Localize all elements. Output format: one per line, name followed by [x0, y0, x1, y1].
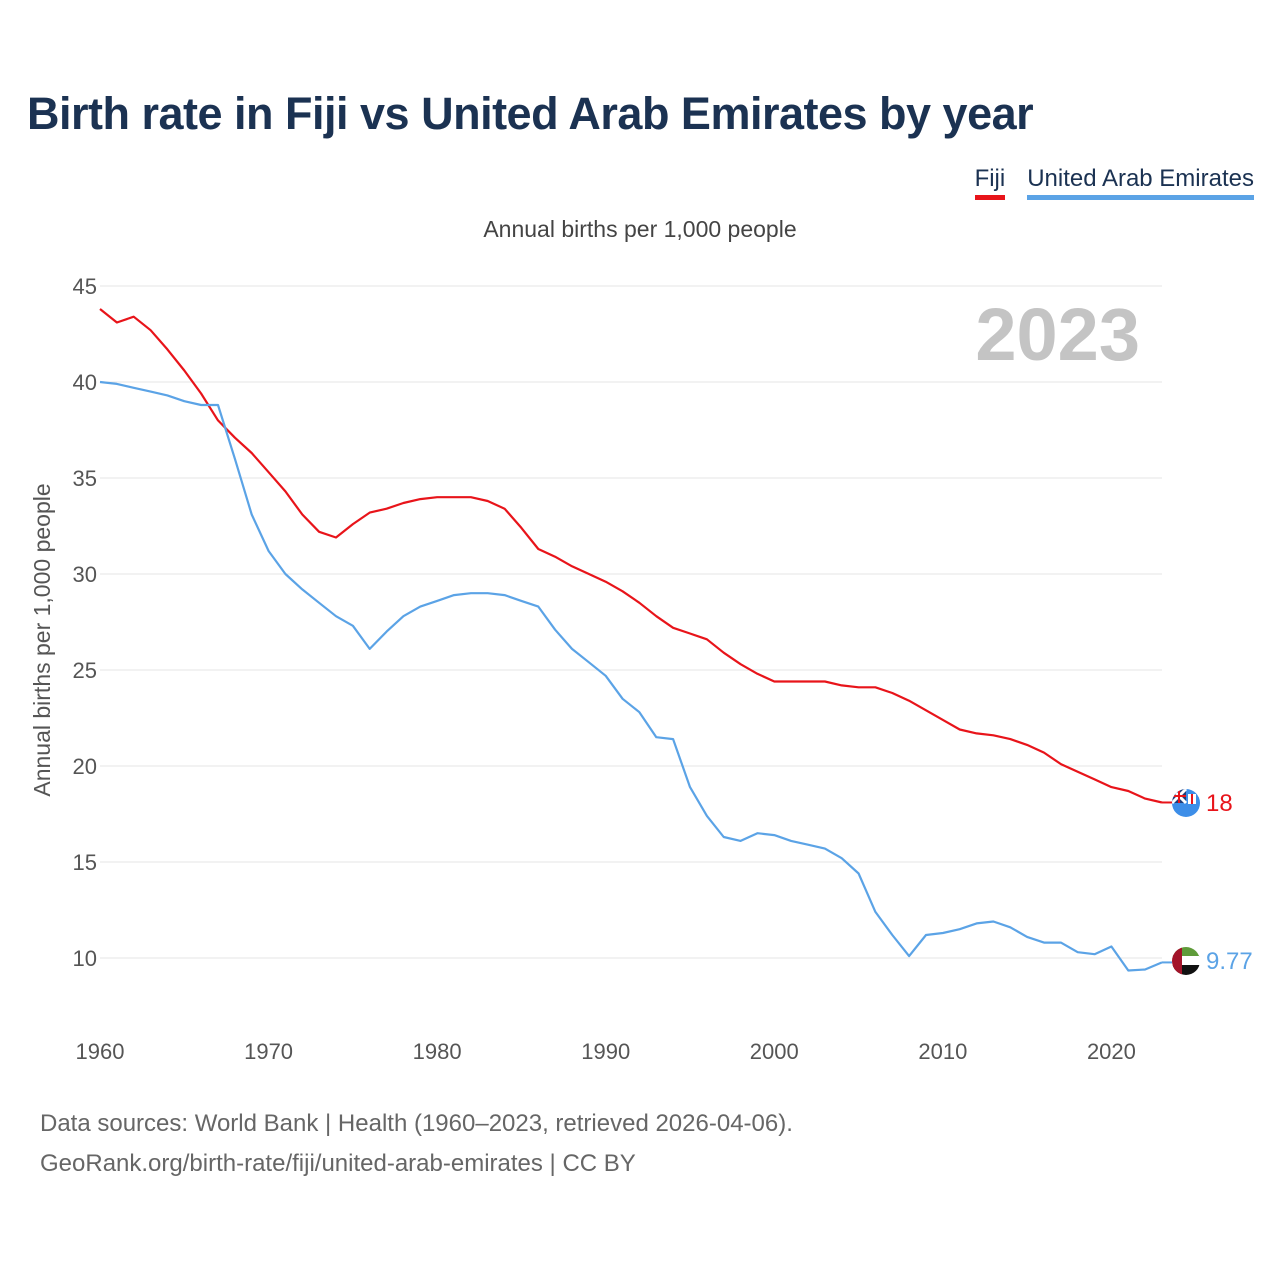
year-watermark: 2023 [975, 293, 1140, 376]
grid-lines [100, 285, 1162, 959]
legend: Fiji United Arab Emirates [974, 165, 1254, 200]
x-axis-ticks: 1960 1970 1980 1990 2000 2010 2020 [76, 1039, 1136, 1064]
y-tick-label-35: 35 [73, 466, 97, 491]
y-tick-label-25: 25 [73, 658, 97, 683]
uae-flag-icon [1172, 947, 1200, 975]
y-tick-label-10: 10 [73, 946, 97, 971]
y-tick-label-45: 45 [73, 274, 97, 299]
x-tick-label-1960: 1960 [76, 1039, 125, 1064]
x-tick-label-1980: 1980 [413, 1039, 462, 1064]
uae-end-value: 9.77 [1206, 948, 1253, 975]
series-lines [99, 308, 1172, 972]
footer: Data sources: World Bank | Health (1960–… [40, 1104, 793, 1184]
y-axis-label: Annual births per 1,000 people [29, 483, 55, 796]
series-line-fiji[interactable] [99, 308, 1163, 804]
y-tick-label-15: 15 [73, 850, 97, 875]
fiji-flag-icon [1172, 789, 1200, 817]
y-tick-label-30: 30 [73, 562, 97, 587]
fiji-end-value: 18 [1206, 790, 1233, 817]
source-url[interactable]: GeoRank.org/birth-rate/fiji/united-arab-… [40, 1150, 636, 1177]
x-tick-label-1990: 1990 [581, 1039, 630, 1064]
y-tick-label-40: 40 [73, 370, 97, 395]
x-tick-label-2010: 2010 [918, 1039, 967, 1064]
series-line-uae[interactable] [99, 380, 1163, 972]
legend-item-fiji[interactable]: Fiji [974, 165, 1006, 200]
x-tick-label-2000: 2000 [750, 1039, 799, 1064]
y-axis-ticks: 10 15 20 25 30 35 40 45 [73, 274, 97, 971]
data-source-note: Data sources: World Bank | Health (1960–… [40, 1110, 793, 1137]
legend-item-uae[interactable]: United Arab Emirates [1027, 165, 1254, 200]
chart-subtitle: Annual births per 1,000 people [483, 216, 797, 242]
chart-title: Birth rate in Fiji vs United Arab Emirat… [27, 88, 1034, 139]
x-tick-label-2020: 2020 [1087, 1039, 1136, 1064]
x-tick-label-1970: 1970 [244, 1039, 293, 1064]
y-tick-label-20: 20 [73, 754, 97, 779]
